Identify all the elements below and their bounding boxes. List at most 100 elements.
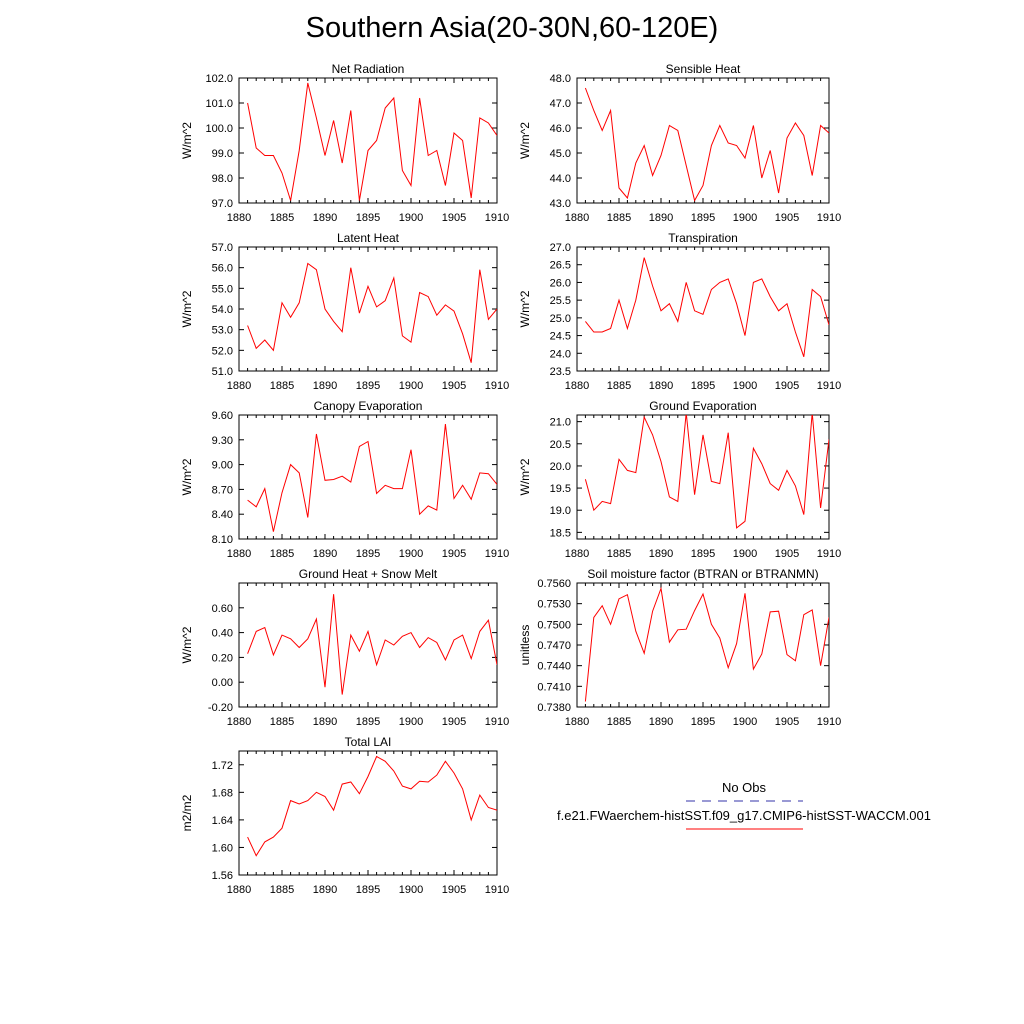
y-tick-label: 9.30 (212, 435, 233, 447)
series-line (584, 415, 829, 529)
x-tick-label: 1910 (485, 716, 509, 728)
chart-panel: Net Radiation W/m^2 1880 1885 1890 1895 1900 19… (180, 62, 509, 224)
x-tick-label: 1905 (442, 380, 466, 392)
x-tick-label: 1910 (817, 716, 841, 728)
y-axis-label: W/m^2 (518, 458, 532, 495)
x-tick-label: 1890 (313, 212, 337, 224)
series-line (247, 755, 497, 857)
y-tick-label: 1.64 (212, 815, 233, 827)
y-tick-label: 0.7410 (537, 681, 571, 693)
plot-frame (576, 246, 830, 372)
series-line (247, 424, 497, 532)
y-tick-label: 21.0 (550, 417, 571, 429)
x-tick-label: 1905 (775, 548, 799, 560)
y-tick-label: 102.0 (205, 73, 233, 85)
chart-panels: Net Radiation W/m^2 1880 1885 1890 1895 1900 19… (180, 62, 841, 896)
y-axis-label: m2/m2 (180, 794, 194, 831)
y-tick-label: 1.68 (212, 787, 233, 799)
y-tick-label: 20.5 (550, 439, 571, 451)
y-tick-label: 23.5 (550, 366, 571, 378)
x-tick-label: 1900 (733, 716, 757, 728)
x-tick-label: 1900 (733, 548, 757, 560)
y-tick-label: -0.20 (208, 702, 233, 714)
x-tick-label: 1885 (270, 212, 294, 224)
y-tick-label: 26.0 (550, 277, 571, 289)
y-tick-label: 101.0 (205, 98, 233, 110)
y-tick-label: 0.7530 (537, 599, 571, 611)
x-tick-label: 1880 (565, 212, 589, 224)
chart-panel: Ground Evaporation W/m^2 1880 1885 1890 1895 1… (518, 399, 841, 560)
x-tick-label: 1890 (313, 884, 337, 896)
x-tick-label: 1890 (649, 380, 673, 392)
y-tick-label: 27.0 (550, 242, 571, 254)
y-tick-label: 0.7500 (537, 619, 571, 631)
x-tick-label: 1895 (356, 548, 380, 560)
chart-title: Total LAI (345, 735, 392, 749)
y-tick-label: 25.0 (550, 313, 571, 325)
x-tick-label: 1895 (691, 548, 715, 560)
x-tick-label: 1890 (313, 716, 337, 728)
y-tick-label: 20.0 (550, 461, 571, 473)
y-tick-label: 1.56 (212, 870, 233, 882)
y-axis-label: W/m^2 (180, 458, 194, 495)
plot-frame (238, 77, 498, 204)
y-tick-label: 0.7380 (537, 702, 571, 714)
x-tick-label: 1880 (227, 884, 251, 896)
y-axis-label: unitless (518, 625, 532, 666)
y-tick-label: 55.0 (212, 283, 233, 295)
y-tick-label: 54.0 (212, 304, 233, 316)
series-line (585, 257, 829, 357)
x-tick-label: 1880 (565, 548, 589, 560)
x-tick-label: 1910 (817, 380, 841, 392)
chart-title: Net Radiation (332, 62, 405, 76)
chart-panel: Transpiration W/m^2 1880 1885 1890 1895 1900 19… (518, 231, 841, 392)
x-tick-label: 1910 (817, 212, 841, 224)
y-tick-label: 44.0 (550, 173, 571, 185)
y-axis-label: W/m^2 (180, 290, 194, 327)
x-tick-label: 1890 (313, 548, 337, 560)
x-tick-label: 1895 (356, 884, 380, 896)
y-tick-label: 47.0 (550, 98, 571, 110)
x-tick-label: 1880 (565, 380, 589, 392)
x-tick-label: 1885 (270, 380, 294, 392)
x-tick-label: 1900 (733, 212, 757, 224)
x-tick-label: 1890 (649, 716, 673, 728)
x-tick-label: 1905 (442, 212, 466, 224)
y-tick-label: 0.00 (212, 677, 233, 689)
x-tick-label: 1900 (399, 716, 423, 728)
x-tick-label: 1885 (607, 716, 631, 728)
x-tick-label: 1880 (227, 380, 251, 392)
y-tick-label: 46.0 (550, 123, 571, 135)
y-tick-label: 48.0 (550, 73, 571, 85)
x-tick-label: 1905 (442, 548, 466, 560)
y-tick-label: 8.70 (212, 484, 233, 496)
y-tick-label: 98.0 (212, 173, 233, 185)
y-axis-label: W/m^2 (518, 122, 532, 159)
y-tick-label: 19.5 (550, 483, 571, 495)
x-tick-label: 1905 (775, 716, 799, 728)
y-tick-label: 45.0 (550, 148, 571, 160)
y-tick-label: 9.60 (212, 410, 233, 422)
x-tick-label: 1900 (399, 380, 423, 392)
legend-obs-label: No Obs (722, 780, 767, 795)
y-tick-label: 57.0 (212, 242, 233, 254)
y-tick-label: 97.0 (212, 198, 233, 210)
x-tick-label: 1895 (691, 212, 715, 224)
y-tick-label: 1.60 (212, 842, 233, 854)
y-tick-label: 100.0 (205, 123, 233, 135)
x-tick-label: 1905 (442, 884, 466, 896)
series-line (247, 82, 497, 201)
chart-panel: Ground Heat + Snow Melt W/m^2 1880 1885 1890… (180, 567, 509, 728)
legend: No Obs f.e21.FWaerchem-histSST.f09_g17.C… (557, 780, 931, 830)
x-tick-label: 1890 (313, 380, 337, 392)
series-line (247, 262, 497, 363)
x-tick-label: 1885 (270, 716, 294, 728)
x-tick-label: 1895 (691, 380, 715, 392)
y-tick-label: 52.0 (212, 345, 233, 357)
x-tick-label: 1885 (607, 548, 631, 560)
x-tick-label: 1905 (775, 380, 799, 392)
chart-title: Soil moisture factor (BTRAN or BTRANMN) (587, 567, 818, 581)
x-tick-label: 1880 (565, 716, 589, 728)
x-tick-label: 1910 (485, 884, 509, 896)
